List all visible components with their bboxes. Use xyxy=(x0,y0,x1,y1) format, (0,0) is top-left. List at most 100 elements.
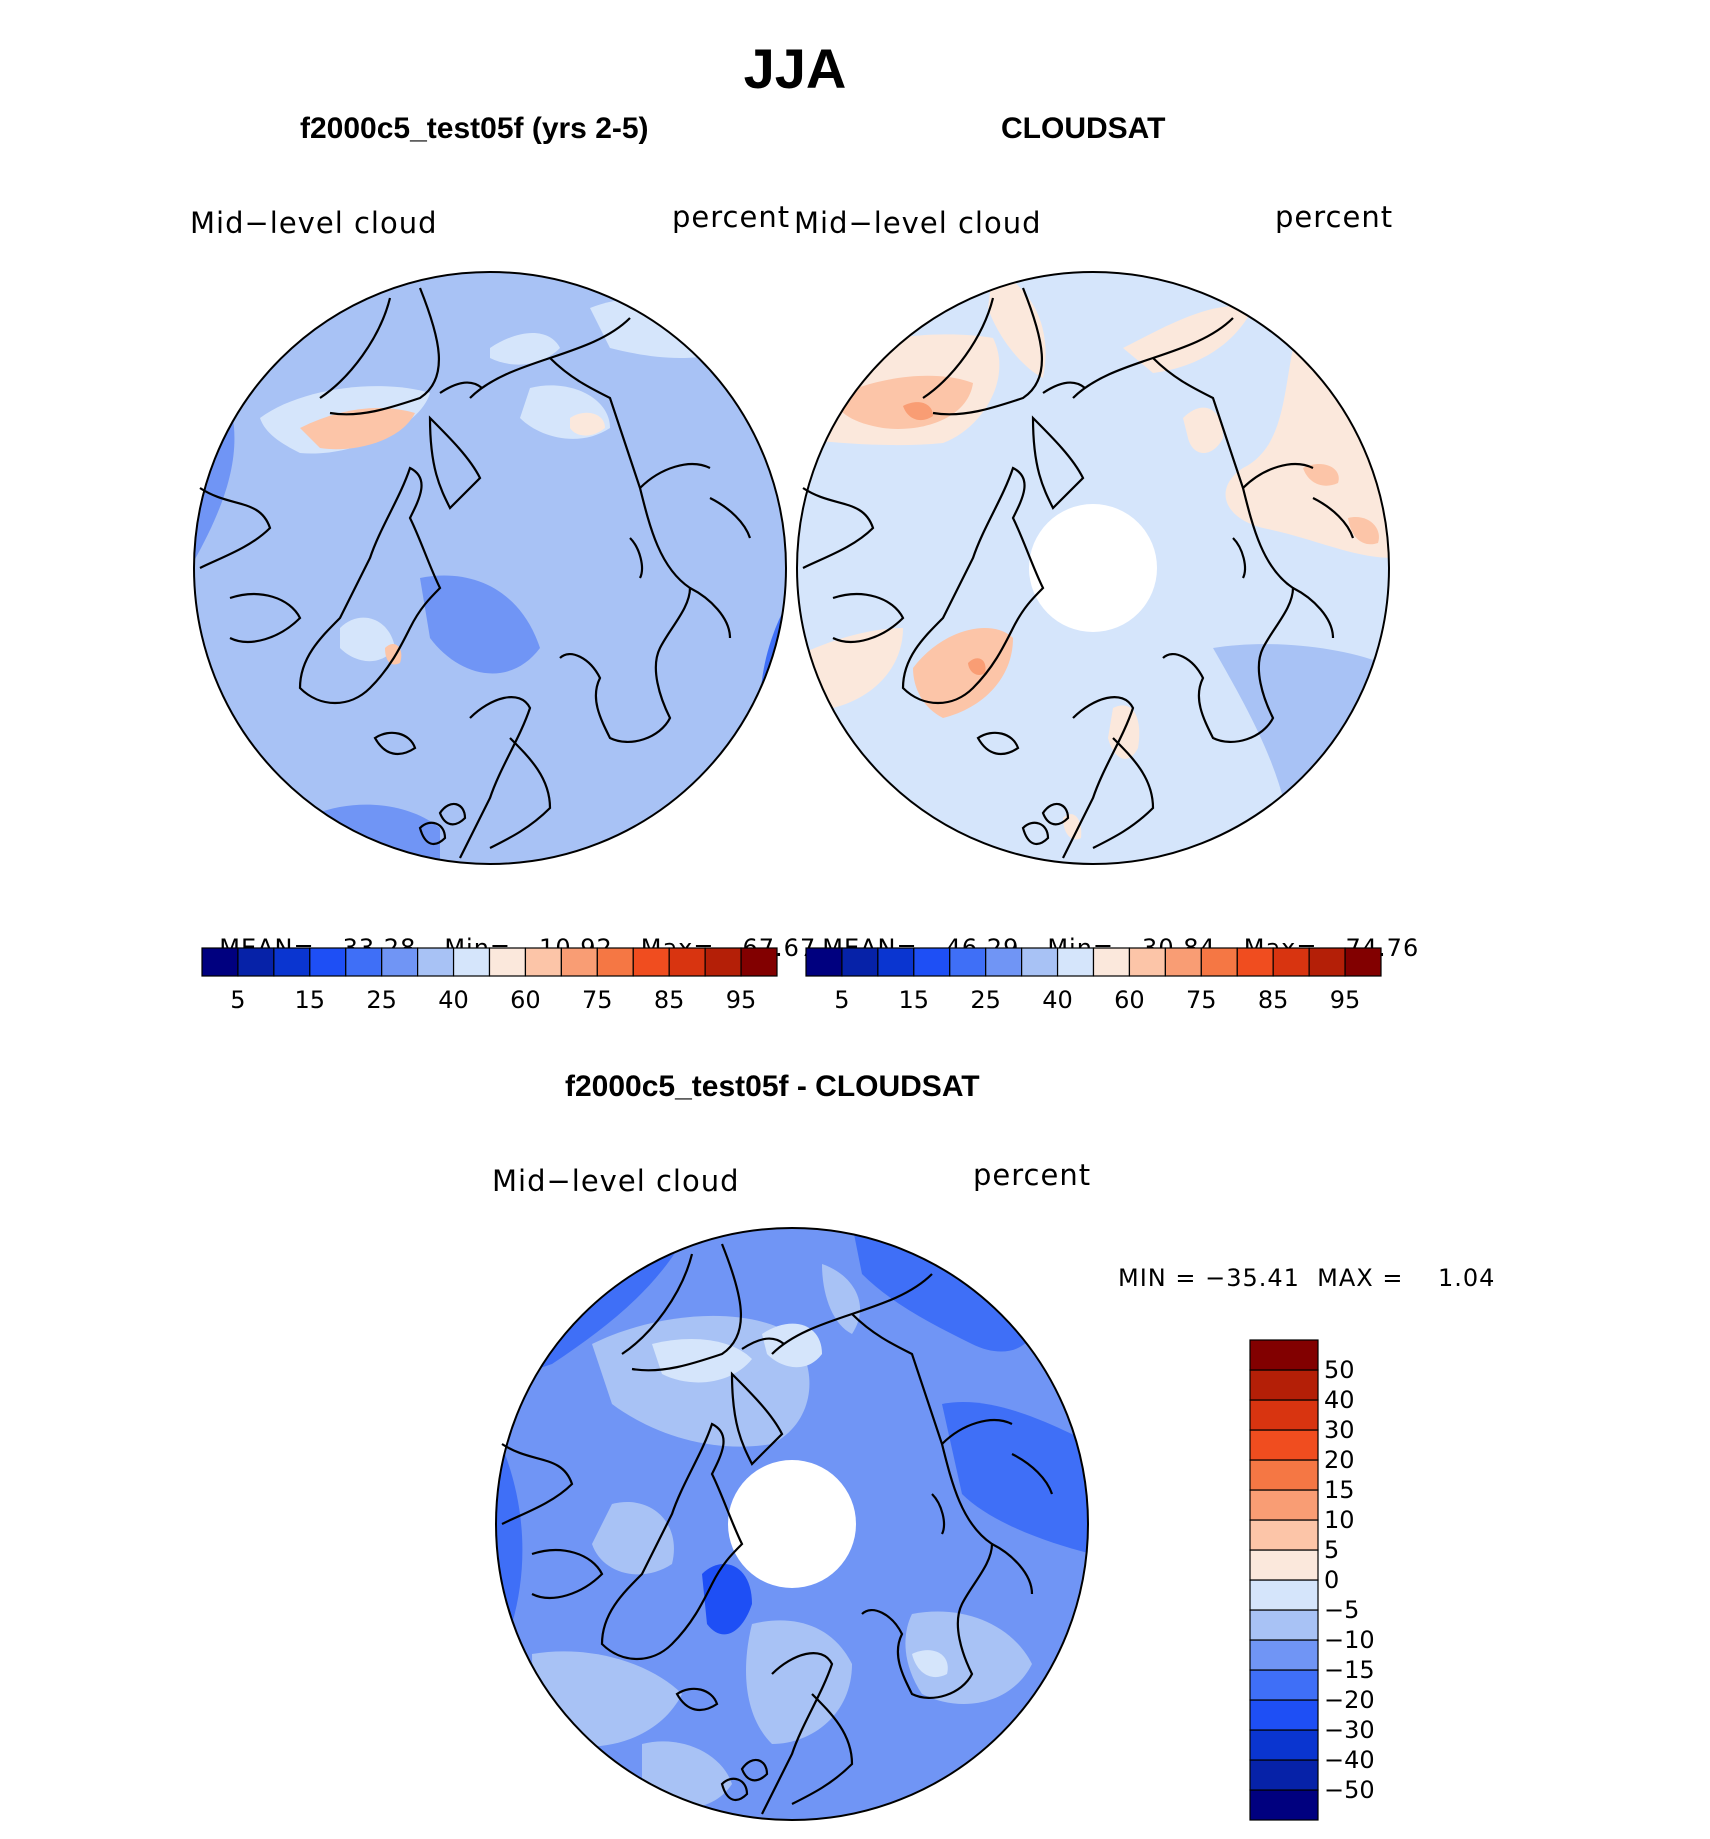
map-cloudsat-boundary xyxy=(796,271,1390,865)
colorbar-difference-tick-label: −15 xyxy=(1324,1656,1375,1684)
map-cloudsat-region-orange-greenland xyxy=(968,658,986,675)
map-cloudsat-region-salmon-nw xyxy=(833,375,973,429)
colorbar-difference-box xyxy=(1249,1339,1319,1371)
panel-2-units-label: percent xyxy=(1275,200,1394,234)
colorbar-model-box xyxy=(273,947,311,977)
colorbar-difference-box xyxy=(1249,1429,1319,1461)
map-model-region-s xyxy=(250,804,440,864)
colorbar-cloudsat-box xyxy=(913,947,951,977)
colorbar-cloudsat-box xyxy=(1092,947,1131,977)
colorbar-cloudsat-box xyxy=(1272,947,1310,977)
colorbar-difference-box xyxy=(1249,1699,1319,1731)
colorbar-model-tick-label: 60 xyxy=(510,986,541,1014)
colorbar-model-tick-label: 5 xyxy=(230,986,245,1014)
colorbar-cloudsat-box xyxy=(1021,947,1059,977)
map-cloudsat-region-salmon-e2 xyxy=(1348,517,1379,545)
colorbar-difference-box xyxy=(1249,1519,1319,1551)
colorbar-cloudsat-tick-label: 85 xyxy=(1258,986,1289,1014)
colorbar-difference-box xyxy=(1249,1399,1319,1431)
map-difference-polar-gap xyxy=(728,1460,856,1588)
colorbar-difference-box xyxy=(1249,1759,1319,1791)
map-model-region-salmon-greenland xyxy=(385,643,402,665)
panel-3-minmax: MIN = −35.41 MAX = 1.04 xyxy=(1118,1264,1496,1292)
map-difference-region-mid-se xyxy=(905,1611,1032,1704)
colorbar-difference-tick-label: −5 xyxy=(1324,1596,1359,1624)
map-model-coastlines xyxy=(199,287,752,859)
colorbar-cloudsat-tick-label: 60 xyxy=(1114,986,1145,1014)
figure-title: JJA xyxy=(743,37,847,100)
map-difference-region-mid-n2 xyxy=(822,1264,861,1334)
colorbar-difference-tick-label: 30 xyxy=(1324,1416,1355,1444)
map-cloudsat-region-salmon-greenland xyxy=(913,628,1013,718)
colorbar-cloudsat-box xyxy=(1236,947,1274,977)
map-model-region-salmon-nw xyxy=(300,408,415,450)
colorbar-model-box xyxy=(381,947,419,977)
colorbar-model-tick-label: 40 xyxy=(438,986,469,1014)
panel-1-title: f2000c5_test05f (yrs 2-5) xyxy=(300,112,649,145)
colorbar-difference-box xyxy=(1249,1489,1319,1521)
colorbar-model-box xyxy=(560,947,598,977)
map-difference-region-deep-ne xyxy=(852,1228,1038,1352)
map-cloudsat-region-peach-ne2 xyxy=(1183,407,1223,453)
colorbar-difference-box xyxy=(1249,1609,1319,1641)
map-difference-region-deepest-center xyxy=(702,1564,752,1635)
colorbar-difference-box xyxy=(1249,1579,1319,1611)
colorbar-model: 5 15 25 40 60 75 85 95 xyxy=(201,947,778,1014)
colorbar-model-box xyxy=(704,947,742,977)
map-cloudsat-region-peach-e xyxy=(1225,348,1389,558)
colorbar-difference-tick-label: −20 xyxy=(1324,1686,1375,1714)
colorbar-model-box xyxy=(452,947,491,977)
colorbar-difference-tick-label: −30 xyxy=(1324,1716,1375,1744)
colorbar-model-tick-label: 25 xyxy=(366,986,397,1014)
map-difference-region-light-se xyxy=(912,1650,948,1678)
colorbar-model-box xyxy=(488,947,527,977)
colorbar-cloudsat-tick-label: 15 xyxy=(899,986,930,1014)
colorbar-difference-box xyxy=(1249,1549,1319,1581)
map-model-region-light-n2 xyxy=(490,333,560,365)
colorbar-difference-tick-label: 0 xyxy=(1324,1566,1339,1594)
colorbar-model-tick-label: 85 xyxy=(654,986,685,1014)
colorbar-cloudsat-tick-label: 95 xyxy=(1330,986,1361,1014)
colorbar-cloudsat-tick-label: 40 xyxy=(1042,986,1073,1014)
map-model-boundary xyxy=(193,271,787,865)
colorbar-difference-tick-label: −10 xyxy=(1324,1626,1375,1654)
colorbar-cloudsat-box xyxy=(805,947,843,977)
colorbar-model-box xyxy=(632,947,670,977)
colorbar-cloudsat-box xyxy=(949,947,987,977)
colorbar-cloudsat-box xyxy=(1200,947,1238,977)
colorbar-difference-tick-label: 40 xyxy=(1324,1386,1355,1414)
colorbar-difference-box xyxy=(1249,1369,1319,1401)
colorbar-difference-tick-label: −50 xyxy=(1324,1776,1375,1804)
map-difference-region-deep-e xyxy=(942,1402,1088,1554)
colorbar-difference-tick-label: 5 xyxy=(1324,1536,1339,1564)
map-model-region-peach-n xyxy=(570,412,605,436)
colorbar-model-box xyxy=(596,947,634,977)
colorbar-difference-tick-label: 50 xyxy=(1324,1356,1355,1384)
map-cloudsat xyxy=(796,271,1390,865)
colorbar-difference-box xyxy=(1249,1459,1319,1491)
map-model-background-field xyxy=(194,272,786,864)
panel-2-title: CLOUDSAT xyxy=(1001,112,1166,145)
colorbar-model-box xyxy=(309,947,347,977)
colorbar-model-box xyxy=(345,947,383,977)
map-difference-region-mid-s xyxy=(746,1620,852,1744)
panel-3-variable-label: Mid−level cloud xyxy=(492,1164,740,1198)
colorbar-difference-box xyxy=(1249,1729,1319,1761)
colorbar-cloudsat-tick-label: 75 xyxy=(1186,986,1217,1014)
colorbar-model-box xyxy=(524,947,562,977)
map-cloudsat-region-peach-n xyxy=(988,272,1046,378)
colorbar-model-box xyxy=(201,947,239,977)
colorbar-cloudsat-box xyxy=(1308,947,1346,977)
colorbar-cloudsat-box xyxy=(1128,947,1166,977)
colorbar-cloudsat-box xyxy=(1344,947,1382,977)
panel-2-variable-label: Mid−level cloud xyxy=(794,206,1042,240)
map-model-region-center xyxy=(420,575,540,674)
map-difference xyxy=(495,1227,1089,1821)
map-difference-region-light-n2 xyxy=(762,1323,822,1368)
colorbar-model-box xyxy=(740,947,778,977)
map-difference-region-mid-w xyxy=(592,1502,674,1575)
panel-3-title: f2000c5_test05f - CLOUDSAT xyxy=(565,1070,980,1103)
panel-1-variable-label: Mid−level cloud xyxy=(190,206,438,240)
colorbar-model-box xyxy=(668,947,706,977)
panel-1-units-label: percent xyxy=(672,200,791,234)
